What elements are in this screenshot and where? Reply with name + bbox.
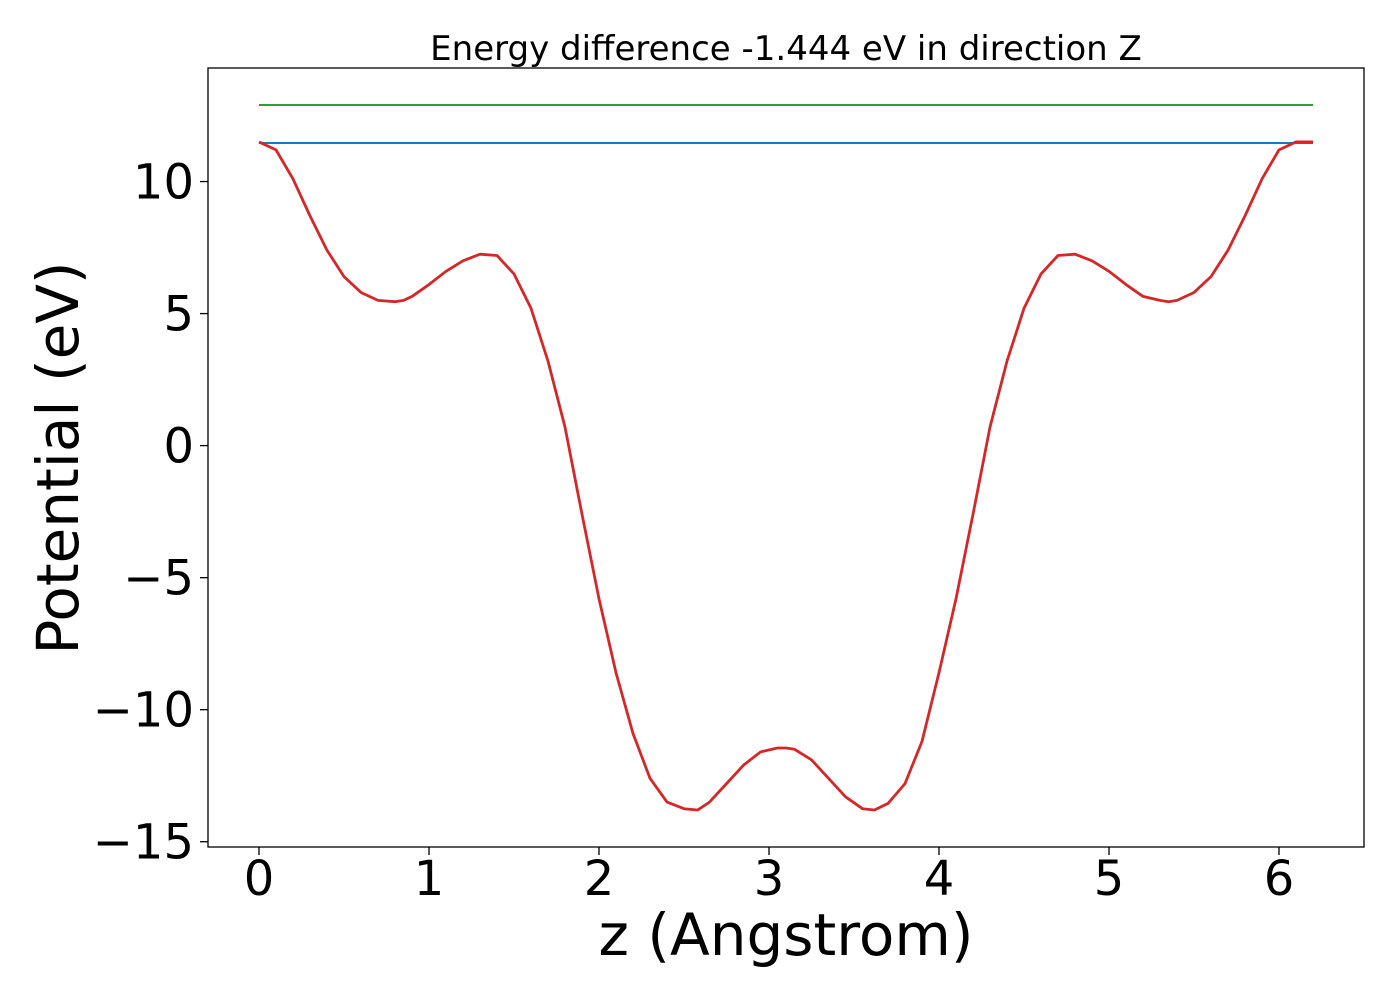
x-axis-label: z (Angstrom): [599, 901, 974, 969]
y-tick-label: 0: [163, 419, 194, 475]
plot-area: [207, 67, 1365, 848]
y-tick-label: −10: [93, 683, 194, 739]
y-tick-label: 5: [163, 287, 194, 343]
x-tick-label: 3: [754, 851, 785, 907]
y-tick-label: −15: [93, 815, 194, 871]
y-tick-label: −5: [123, 551, 194, 607]
series-layer: [258, 103, 1313, 812]
x-tick-label: 6: [1264, 851, 1295, 907]
x-tick-label: 0: [244, 851, 275, 907]
y-tick-label: 10: [133, 155, 194, 211]
x-tick-label: 2: [584, 851, 615, 907]
x-axis-ticks: 0 1 2 3 4 5 6: [244, 847, 1295, 907]
x-tick-label: 4: [924, 851, 955, 907]
y-axis-ticks: −15 −10 −5 0 5 10: [93, 155, 208, 871]
y-axis-label: Potential (eV): [24, 261, 92, 654]
chart-title: Energy difference -1.444 eV in direction…: [430, 29, 1142, 69]
series-line-2: [258, 140, 1313, 812]
x-tick-label: 5: [1094, 851, 1125, 907]
x-tick-label: 1: [414, 851, 445, 907]
